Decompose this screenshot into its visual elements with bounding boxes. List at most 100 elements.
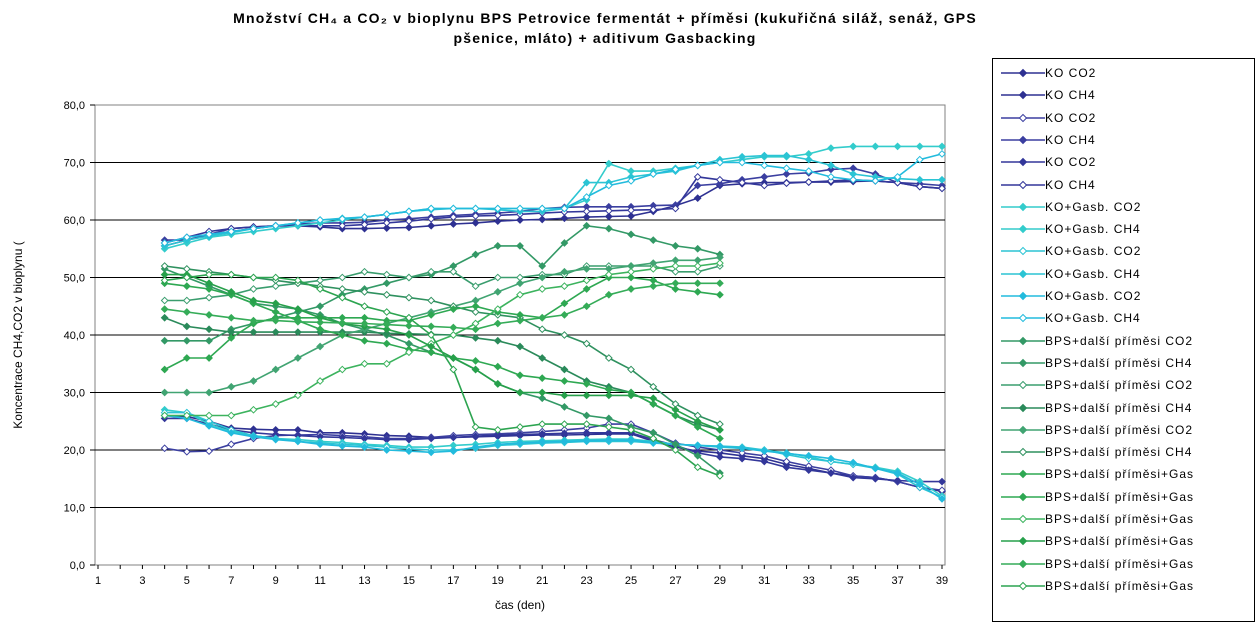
data-point — [649, 236, 658, 245]
data-point — [205, 285, 213, 293]
data-point — [560, 239, 569, 247]
data-point — [338, 273, 347, 282]
data-point — [493, 204, 502, 213]
chart-legend: KO CO2 KO CH4 KO CO2 KO CH4 KO CO2 KO CH4 KO+G… — [992, 58, 1255, 622]
legend-swatch-marker — [1018, 425, 1028, 435]
series-lines — [160, 142, 946, 503]
x-axis-label: čas (den) — [495, 598, 545, 612]
data-point — [493, 440, 502, 449]
data-point — [671, 411, 680, 420]
data-point — [649, 282, 658, 291]
legend-label: BPS+další příměsi CH4 — [1045, 355, 1193, 370]
data-point — [338, 319, 347, 327]
data-point — [493, 217, 502, 226]
data-point — [516, 241, 524, 250]
data-point — [160, 239, 169, 247]
legend-swatch — [1001, 514, 1045, 524]
data-point — [293, 391, 302, 400]
data-point — [871, 464, 880, 473]
data-point — [849, 175, 858, 184]
data-point — [227, 440, 236, 449]
data-point — [493, 319, 502, 328]
x-tick-label: 29 — [714, 575, 726, 587]
legend-label: KO CH4 — [1045, 88, 1096, 103]
legend-swatch — [1001, 291, 1045, 301]
data-point — [538, 204, 547, 213]
data-point — [649, 382, 658, 391]
data-point — [715, 290, 724, 299]
data-point — [893, 476, 902, 485]
data-point — [560, 214, 569, 223]
legend-swatch-marker — [1018, 68, 1028, 78]
data-point — [205, 447, 213, 456]
data-point — [427, 434, 436, 443]
data-point — [915, 175, 924, 184]
data-point — [160, 296, 169, 305]
legend-swatch-marker — [1018, 358, 1028, 368]
data-point — [649, 400, 658, 408]
data-point — [405, 435, 413, 444]
data-point — [582, 436, 591, 445]
legend-label: KO CO2 — [1045, 110, 1097, 125]
legend-swatch — [1001, 314, 1045, 323]
data-point — [471, 432, 480, 441]
data-point — [938, 494, 946, 503]
data-point — [604, 354, 613, 362]
data-point — [405, 207, 413, 216]
data-point — [582, 213, 591, 222]
data-point — [293, 305, 302, 314]
data-point — [582, 302, 591, 311]
data-point — [715, 434, 724, 443]
data-point — [715, 175, 724, 184]
data-point — [293, 354, 302, 362]
data-point — [471, 443, 480, 452]
data-point — [249, 405, 258, 414]
data-point — [271, 273, 280, 282]
legend-swatch-marker — [1018, 113, 1028, 122]
data-point — [671, 405, 680, 414]
data-point — [449, 447, 458, 456]
data-point — [938, 142, 946, 151]
data-point — [205, 354, 213, 362]
data-point — [405, 313, 413, 322]
data-point — [760, 161, 769, 170]
legend-swatch — [1001, 202, 1045, 212]
legend-label: BPS+další příměsi+Gas — [1045, 512, 1195, 526]
data-point — [582, 178, 591, 187]
legend-swatch-marker — [1018, 135, 1028, 145]
legend-swatch-marker — [1018, 470, 1028, 479]
data-point — [427, 342, 436, 351]
series-line — [164, 414, 943, 500]
data-point — [249, 285, 258, 293]
data-point — [627, 391, 635, 400]
data-point — [582, 221, 591, 230]
legend-label: BPS+další příměsi+Gas — [1045, 578, 1195, 593]
data-point — [915, 142, 924, 151]
y-tick-label: 10,0 — [64, 503, 85, 515]
data-point — [449, 323, 458, 332]
legend-swatch — [1001, 447, 1045, 457]
data-point — [738, 158, 747, 167]
data-point — [405, 331, 413, 339]
data-point — [427, 310, 436, 319]
data-point — [316, 325, 325, 334]
data-point — [516, 388, 524, 397]
data-point — [427, 267, 436, 276]
data-point — [182, 282, 191, 291]
legend-swatch-marker — [1018, 447, 1028, 457]
data-point — [804, 466, 813, 475]
data-point — [271, 308, 280, 316]
data-point — [738, 178, 747, 187]
data-point — [360, 213, 369, 222]
data-point — [516, 216, 524, 224]
data-point — [293, 328, 302, 337]
data-point — [338, 365, 347, 374]
data-point — [249, 377, 258, 385]
data-point — [227, 411, 236, 420]
legend-swatch — [1001, 537, 1045, 546]
data-point — [827, 144, 835, 153]
data-point — [360, 359, 369, 368]
data-point — [360, 319, 369, 328]
data-point — [671, 279, 680, 288]
data-point — [693, 244, 702, 253]
